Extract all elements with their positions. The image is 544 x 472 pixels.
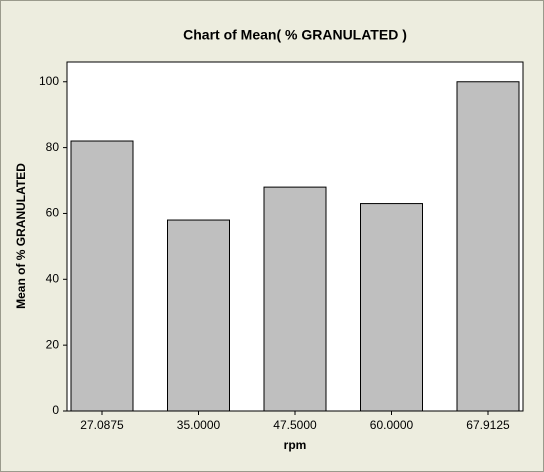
x-tick-label: 67.9125 bbox=[466, 418, 510, 432]
bar bbox=[167, 219, 230, 412]
y-tick-label: 0 bbox=[52, 403, 59, 417]
x-tick-label: 35.0000 bbox=[177, 418, 221, 432]
y-axis-label: Mean of % GRANULATED bbox=[14, 163, 28, 309]
x-axis-label: rpm bbox=[284, 438, 307, 452]
x-tick-label: 27.0875 bbox=[80, 418, 124, 432]
y-tick-label: 60 bbox=[46, 206, 60, 220]
x-tick-label: 47.5000 bbox=[273, 418, 317, 432]
bar bbox=[263, 186, 327, 412]
y-tick-label: 80 bbox=[46, 140, 60, 154]
y-tick-label: 40 bbox=[46, 271, 60, 285]
bar bbox=[456, 81, 520, 412]
chart-title: Chart of Mean( % GRANULATED ) bbox=[183, 27, 407, 43]
bar bbox=[360, 203, 423, 412]
y-tick-label: 20 bbox=[46, 337, 60, 351]
x-tick-label: 60.0000 bbox=[370, 418, 414, 432]
bar bbox=[70, 140, 134, 412]
y-tick-label: 100 bbox=[39, 74, 59, 88]
